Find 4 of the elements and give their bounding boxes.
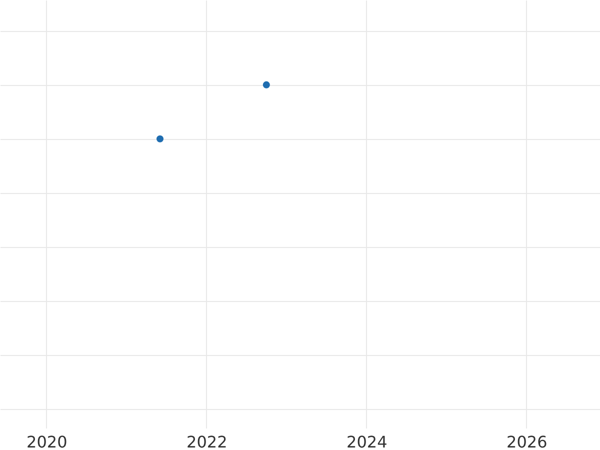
x-tick-label: 2024 [346,432,388,450]
x-tick-label: 2022 [186,432,228,450]
x-tick-label: 2020 [26,432,68,450]
x-tick-label: 2026 [506,432,548,450]
